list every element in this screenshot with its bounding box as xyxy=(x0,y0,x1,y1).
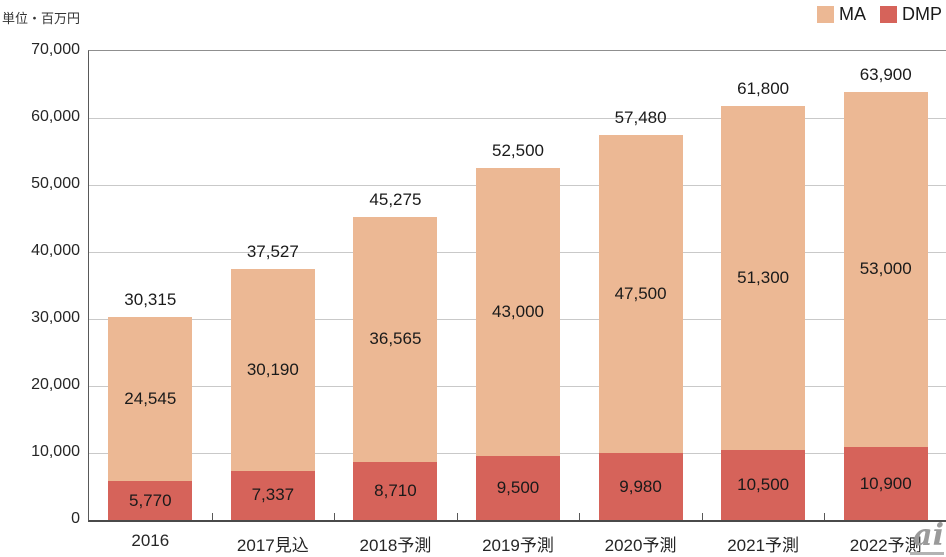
legend-label: DMP xyxy=(902,4,942,24)
dmp-value-label: 8,710 xyxy=(374,480,417,500)
bar-segment-ma xyxy=(598,134,683,454)
x-axis-tick xyxy=(211,513,213,520)
total-value-label: 37,527 xyxy=(246,241,299,261)
dmp-value-label: 10,900 xyxy=(859,473,912,493)
bar-2016: 5,770 24,545 30,315 xyxy=(108,290,193,520)
ma-value-label: 43,000 xyxy=(492,302,544,322)
watermark-logo: ai xyxy=(910,521,944,555)
ma-value-label: 30,190 xyxy=(246,359,299,379)
ma-value-label: 47,500 xyxy=(614,284,667,304)
bar-segment-dmp xyxy=(108,481,193,520)
bar-2019予測: 9,500 43,000 52,500 xyxy=(476,141,560,520)
dmp-value-label: 9,500 xyxy=(496,478,540,498)
bar-2020予測: 9,980 47,500 57,480 xyxy=(598,108,683,520)
x-axis-tick xyxy=(579,513,581,520)
y-tick-label: 30,000 xyxy=(31,309,80,326)
x-category-label: 2021予測 xyxy=(727,536,800,555)
y-tick-label: 40,000 xyxy=(31,242,80,259)
dmp-value-label: 7,337 xyxy=(251,485,295,505)
x-category-label: 2019予測 xyxy=(482,536,554,555)
x-category-label: 2022予測 xyxy=(849,536,922,555)
total-value-label: 63,900 xyxy=(859,64,912,84)
bar-segment-ma xyxy=(721,105,806,450)
y-axis-unit-label: 単位・百万円 xyxy=(2,11,81,26)
ma-value-label: 53,000 xyxy=(859,259,912,279)
y-tick-label: 70,000 xyxy=(31,41,80,58)
x-axis-tick xyxy=(456,513,458,520)
total-value-label: 57,480 xyxy=(614,107,667,127)
watermark-text: ai xyxy=(913,518,944,553)
bar-segment-dmp xyxy=(721,449,806,520)
legend-item-ma: MA xyxy=(817,4,866,25)
ma-value-label: 24,545 xyxy=(124,389,177,409)
x-category-label: 2020予測 xyxy=(604,536,677,555)
total-value-label: 45,275 xyxy=(369,189,422,209)
bar-2018予測: 8,710 36,565 45,275 xyxy=(353,190,438,520)
bar-segment-dmp xyxy=(230,470,315,520)
total-value-label: 30,315 xyxy=(124,289,177,309)
bar-2022予測: 10,900 53,000 63,900 xyxy=(843,65,928,520)
dmp-value-label: 10,500 xyxy=(737,474,790,494)
legend-swatch-ma xyxy=(817,6,834,23)
bar-segment-dmp xyxy=(843,446,928,520)
watermark-subtext-bar xyxy=(910,552,944,555)
dmp-value-label: 9,980 xyxy=(619,476,662,496)
y-tick-label: 60,000 xyxy=(31,108,80,125)
x-category-label: 2016 xyxy=(131,531,170,550)
total-value-label: 52,500 xyxy=(492,141,544,161)
ma-value-label: 51,300 xyxy=(737,267,790,287)
y-axis-tick-labels: 0 10,000 20,000 30,000 40,000 50,000 60,000 70,… xyxy=(0,41,80,527)
x-axis-tick xyxy=(824,513,826,520)
bar-2017見込: 7,337 30,190 37,527 xyxy=(230,242,315,520)
bar-segment-ma xyxy=(476,168,560,457)
gridline xyxy=(89,118,946,119)
total-value-label: 61,800 xyxy=(737,78,790,98)
bar-segment-ma xyxy=(353,216,438,462)
bar-segment-dmp xyxy=(353,461,438,520)
bar-segment-dmp xyxy=(476,456,560,520)
bar-segment-ma xyxy=(843,91,928,447)
y-tick-label: 10,000 xyxy=(31,443,80,460)
x-axis-tick xyxy=(334,513,336,520)
legend-item-dmp: DMP xyxy=(880,4,942,25)
legend-label: MA xyxy=(839,4,866,24)
plot-area: 5,770 24,545 30,315 2016 7,337 30,190 37,527 20… xyxy=(88,50,946,555)
y-tick-label: 20,000 xyxy=(31,376,80,393)
dmp-value-label: 5,770 xyxy=(129,490,172,510)
x-category-label: 2017見込 xyxy=(236,536,309,555)
x-axis-tick xyxy=(701,513,703,520)
ma-value-label: 36,565 xyxy=(369,329,422,349)
bar-segment-dmp xyxy=(598,453,683,520)
y-tick-label: 0 xyxy=(71,510,80,527)
y-tick-label: 50,000 xyxy=(31,175,80,192)
x-category-label: 2018予測 xyxy=(359,536,432,555)
bar-segment-ma xyxy=(108,316,193,482)
bar-segment-ma xyxy=(230,268,315,471)
bar-2021予測: 10,500 51,300 61,800 xyxy=(721,79,806,520)
legend-swatch-dmp xyxy=(880,6,897,23)
legend: MA DMP xyxy=(817,4,942,25)
